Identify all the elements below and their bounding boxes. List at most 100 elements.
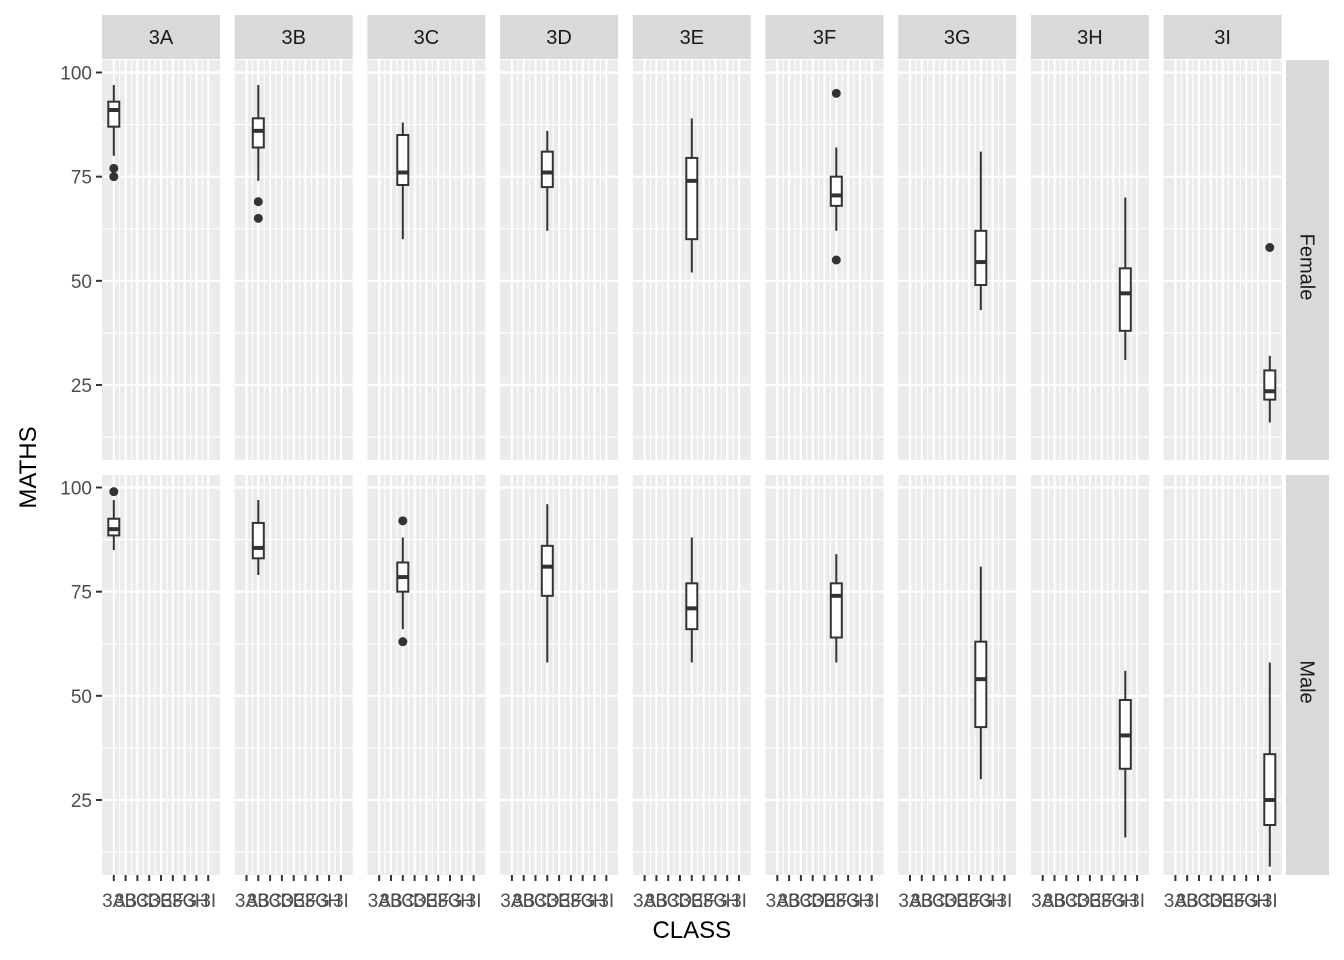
facet-strip-3A: [102, 15, 220, 59]
facet-strip-label-3A: 3A: [149, 27, 174, 49]
x-tick-label: 3E: [547, 891, 570, 912]
x-tick-label: 3D: [801, 891, 825, 912]
x-tick-label: 3I: [996, 891, 1012, 912]
y-axis-title: MATHS: [15, 426, 42, 508]
x-tick-label: 3I: [466, 891, 482, 912]
x-tick-label: 3B: [1176, 891, 1199, 912]
x-tick-label: 3C: [921, 891, 945, 912]
x-tick-label: 3A: [766, 891, 790, 912]
x-tick-label: 3C: [391, 891, 415, 912]
x-tick-label: 3I: [1129, 891, 1145, 912]
box-iqr: [685, 156, 699, 241]
facet-strip-3F: [765, 15, 884, 59]
x-tick-label: 3F: [825, 891, 847, 912]
box-iqr: [829, 175, 843, 207]
box-iqr: [107, 517, 121, 537]
panel-male-3H: [1030, 475, 1149, 875]
x-tick-label: 3E: [1211, 891, 1234, 912]
panel-male-3D: [500, 475, 619, 875]
x-tick-label: 3C: [1054, 891, 1078, 912]
outlier-point: [831, 88, 841, 98]
panel-female-3E: [632, 60, 751, 460]
x-tick-label: 3I: [1262, 891, 1278, 912]
x-tick-label: 3H: [1246, 891, 1270, 912]
x-tick-label: 3I: [731, 891, 747, 912]
box-iqr: [829, 582, 843, 639]
x-tick-label: 3G: [570, 891, 595, 912]
x-tick-label: 3B: [379, 891, 402, 912]
x-tick-label: 3I: [598, 891, 614, 912]
y-tick-label: 75: [71, 168, 92, 189]
outlier-point: [398, 516, 408, 526]
x-tick-label: 3D: [1199, 891, 1223, 912]
x-tick-label: 3F: [693, 891, 715, 912]
x-tick-label: 3H: [582, 891, 606, 912]
facet-strip-label-3F: 3F: [813, 27, 836, 49]
x-tick-label: 3A: [368, 891, 392, 912]
box-iqr: [396, 134, 410, 186]
facet-strip-3C: [367, 15, 486, 59]
x-tick-label: 3H: [450, 891, 474, 912]
x-tick-label: 3E: [1078, 891, 1101, 912]
y-tick-label: 50: [71, 687, 92, 708]
box-iqr: [1263, 753, 1277, 827]
box-iqr: [107, 100, 121, 128]
box-iqr: [251, 521, 265, 560]
facet-strip-label-3B: 3B: [281, 27, 305, 49]
panel-male-3B: [234, 475, 353, 875]
panel-female-3I: [1163, 60, 1282, 460]
panel-male-3G: [898, 475, 1017, 875]
box-iqr: [1263, 369, 1277, 401]
panel-female-3H: [1030, 60, 1149, 460]
x-tick-label: 3C: [1187, 891, 1211, 912]
x-tick-label: 3A: [898, 891, 922, 912]
x-tick-label: 3E: [813, 891, 836, 912]
x-tick-label: 3H: [317, 891, 341, 912]
box-iqr: [974, 229, 988, 286]
facet-strip-3H: [1030, 15, 1149, 59]
box-iqr: [540, 150, 554, 189]
facet-panels: 3A 3B 3C 3D 3E 3F 3G 3H 3IFemale255075100Male3A3…: [60, 15, 1329, 912]
box-iqr: [974, 640, 988, 729]
facet-strip-label-3D: 3D: [546, 27, 572, 49]
facet-strip-female: [1286, 60, 1329, 460]
x-tick-label: 3E: [680, 891, 703, 912]
x-tick-label: 3H: [848, 891, 872, 912]
x-tick-label: 3G: [968, 891, 993, 912]
outlier-point: [398, 637, 408, 647]
y-tick-label: 25: [71, 791, 92, 812]
x-tick-label: 3C: [523, 891, 547, 912]
x-tick-label: 3E: [149, 891, 172, 912]
facet-strip-3E: [632, 15, 751, 59]
panel-female-3A: [102, 60, 220, 460]
x-tick-label: 3C: [258, 891, 282, 912]
x-tick-label: 3H: [980, 891, 1004, 912]
x-tick-label: 3F: [958, 891, 980, 912]
x-tick-label: 3A: [633, 891, 657, 912]
x-tick-label: 3G: [172, 891, 197, 912]
x-tick-label: 3B: [114, 891, 137, 912]
x-tick-label: 3D: [535, 891, 559, 912]
facet-strip-label-3E: 3E: [680, 27, 704, 49]
outlier-point: [109, 172, 119, 182]
x-tick-label: 3F: [427, 891, 449, 912]
facet-strip-label-female: Female: [1296, 234, 1318, 301]
box-iqr: [251, 117, 265, 149]
x-tick-label: 3B: [645, 891, 668, 912]
y-tick-label: 75: [71, 583, 92, 604]
x-tick-label: 3C: [125, 891, 149, 912]
x-tick-label: 3A: [1031, 891, 1055, 912]
y-tick-label: 100: [60, 64, 92, 85]
outlier-point: [831, 255, 841, 265]
x-tick-label: 3A: [1164, 891, 1188, 912]
box-iqr: [685, 582, 699, 631]
x-tick-label: 3G: [437, 891, 462, 912]
x-tick-label: 3H: [1113, 891, 1137, 912]
x-tick-label: 3F: [560, 891, 582, 912]
panel-male-3E: [632, 475, 751, 875]
box-iqr: [1118, 267, 1132, 332]
x-tick-label: 3E: [282, 891, 305, 912]
panel-male-3F: [765, 475, 884, 875]
